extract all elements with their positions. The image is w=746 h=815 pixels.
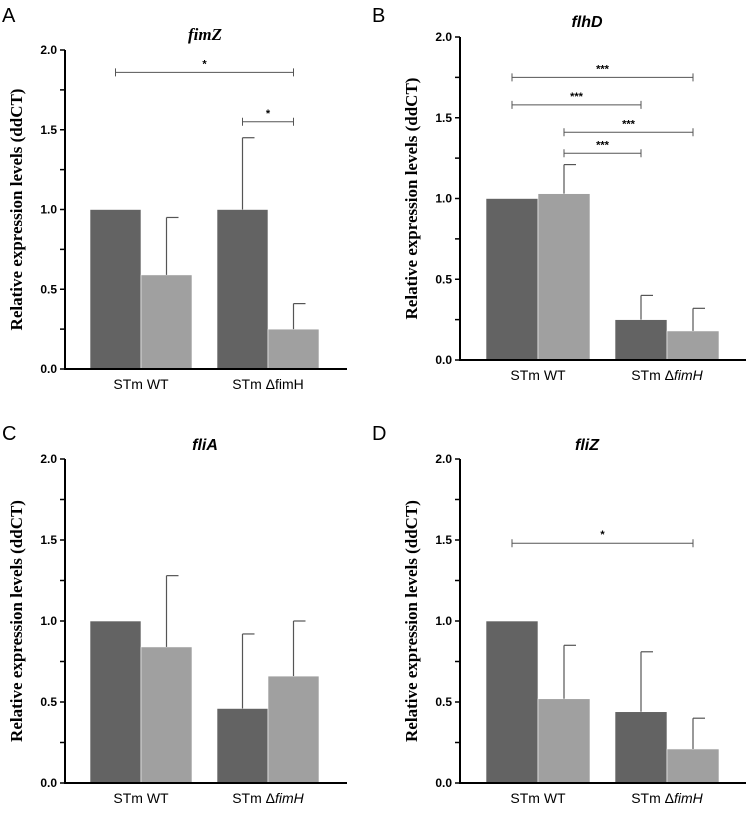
significance-label: ***	[596, 63, 610, 75]
y-tick-label: 0.5	[435, 695, 452, 709]
y-tick-label: 1.5	[435, 111, 452, 125]
y-tick-label: 1.0	[40, 203, 57, 217]
y-tick-label: 0.0	[40, 362, 57, 376]
bar-dark	[216, 708, 269, 784]
x-tick-label: STm WT	[510, 367, 566, 383]
bar-dark	[89, 620, 142, 784]
bar-dark	[485, 198, 539, 361]
x-tick-label-strain: fimH	[275, 790, 305, 806]
significance-label: *	[202, 58, 207, 70]
y-tick-label: 1.0	[435, 614, 452, 628]
y-tick-label: 2.0	[435, 452, 452, 466]
panel-title: fliA	[192, 437, 218, 454]
x-tick-label-strain: fimH	[674, 367, 704, 383]
x-tick-label: STm ΔfimH	[232, 790, 304, 806]
x-tick-label: STm ΔfimH	[631, 790, 703, 806]
x-tick-label: STm ΔfimH	[232, 376, 304, 392]
bar-light	[537, 698, 591, 784]
y-tick-label: 0.5	[40, 695, 57, 709]
y-tick-label: 0.0	[435, 776, 452, 790]
y-tick-label: 2.0	[435, 30, 452, 44]
y-tick-label: 0.0	[435, 353, 452, 367]
panel-letter: B	[372, 5, 385, 27]
x-tick-label-prefix: STm Δ	[232, 790, 275, 806]
y-tick-label: 1.0	[435, 192, 452, 206]
x-tick-label: STm ΔfimH	[631, 367, 703, 383]
y-tick-label: 0.5	[435, 272, 452, 286]
bar-dark	[89, 209, 142, 370]
bar-dark	[614, 711, 668, 784]
y-axis-label: Relative expression levels (ddCT)	[402, 500, 421, 742]
y-axis-label: Relative expression levels (ddCT)	[7, 89, 26, 331]
bar-dark	[614, 319, 668, 361]
x-tick-label: STm WT	[510, 790, 566, 806]
bar-light	[537, 193, 591, 361]
bar-light	[267, 328, 320, 370]
y-tick-label: 1.0	[40, 614, 57, 628]
panel-letter: C	[2, 423, 16, 445]
panel-title: fimZ	[188, 25, 222, 44]
y-tick-label: 0.5	[40, 282, 57, 296]
y-axis-label: Relative expression levels (ddCT)	[7, 500, 26, 742]
bar-dark	[485, 620, 539, 784]
panel-title: fliZ	[575, 437, 600, 454]
bar-dark	[216, 209, 269, 370]
x-tick-label: STm WT	[113, 376, 169, 392]
panel-title: flhD	[571, 14, 603, 31]
bar-light	[666, 330, 720, 361]
significance-label: ***	[570, 91, 584, 103]
y-axis-label: Relative expression levels (ddCT)	[402, 78, 421, 320]
significance-label: ***	[596, 139, 610, 151]
panel-letter: D	[372, 423, 386, 445]
y-tick-label: 1.5	[435, 533, 452, 547]
panel-letter: A	[2, 5, 16, 27]
y-tick-label: 2.0	[40, 452, 57, 466]
bar-light	[267, 675, 320, 784]
y-tick-label: 0.0	[40, 776, 57, 790]
x-tick-label-prefix: STm Δ	[631, 790, 674, 806]
bar-light	[666, 748, 720, 784]
y-tick-label: 1.5	[40, 123, 57, 137]
x-tick-label-strain: fimH	[674, 790, 704, 806]
significance-label: ***	[622, 118, 636, 130]
bar-light	[140, 646, 193, 784]
bar-light	[140, 274, 193, 370]
significance-label: *	[600, 529, 605, 541]
y-tick-label: 2.0	[40, 43, 57, 57]
significance-label: *	[266, 108, 271, 120]
y-tick-label: 1.5	[40, 533, 57, 547]
x-tick-label-prefix: STm Δ	[631, 367, 674, 383]
x-tick-label: STm WT	[113, 790, 169, 806]
